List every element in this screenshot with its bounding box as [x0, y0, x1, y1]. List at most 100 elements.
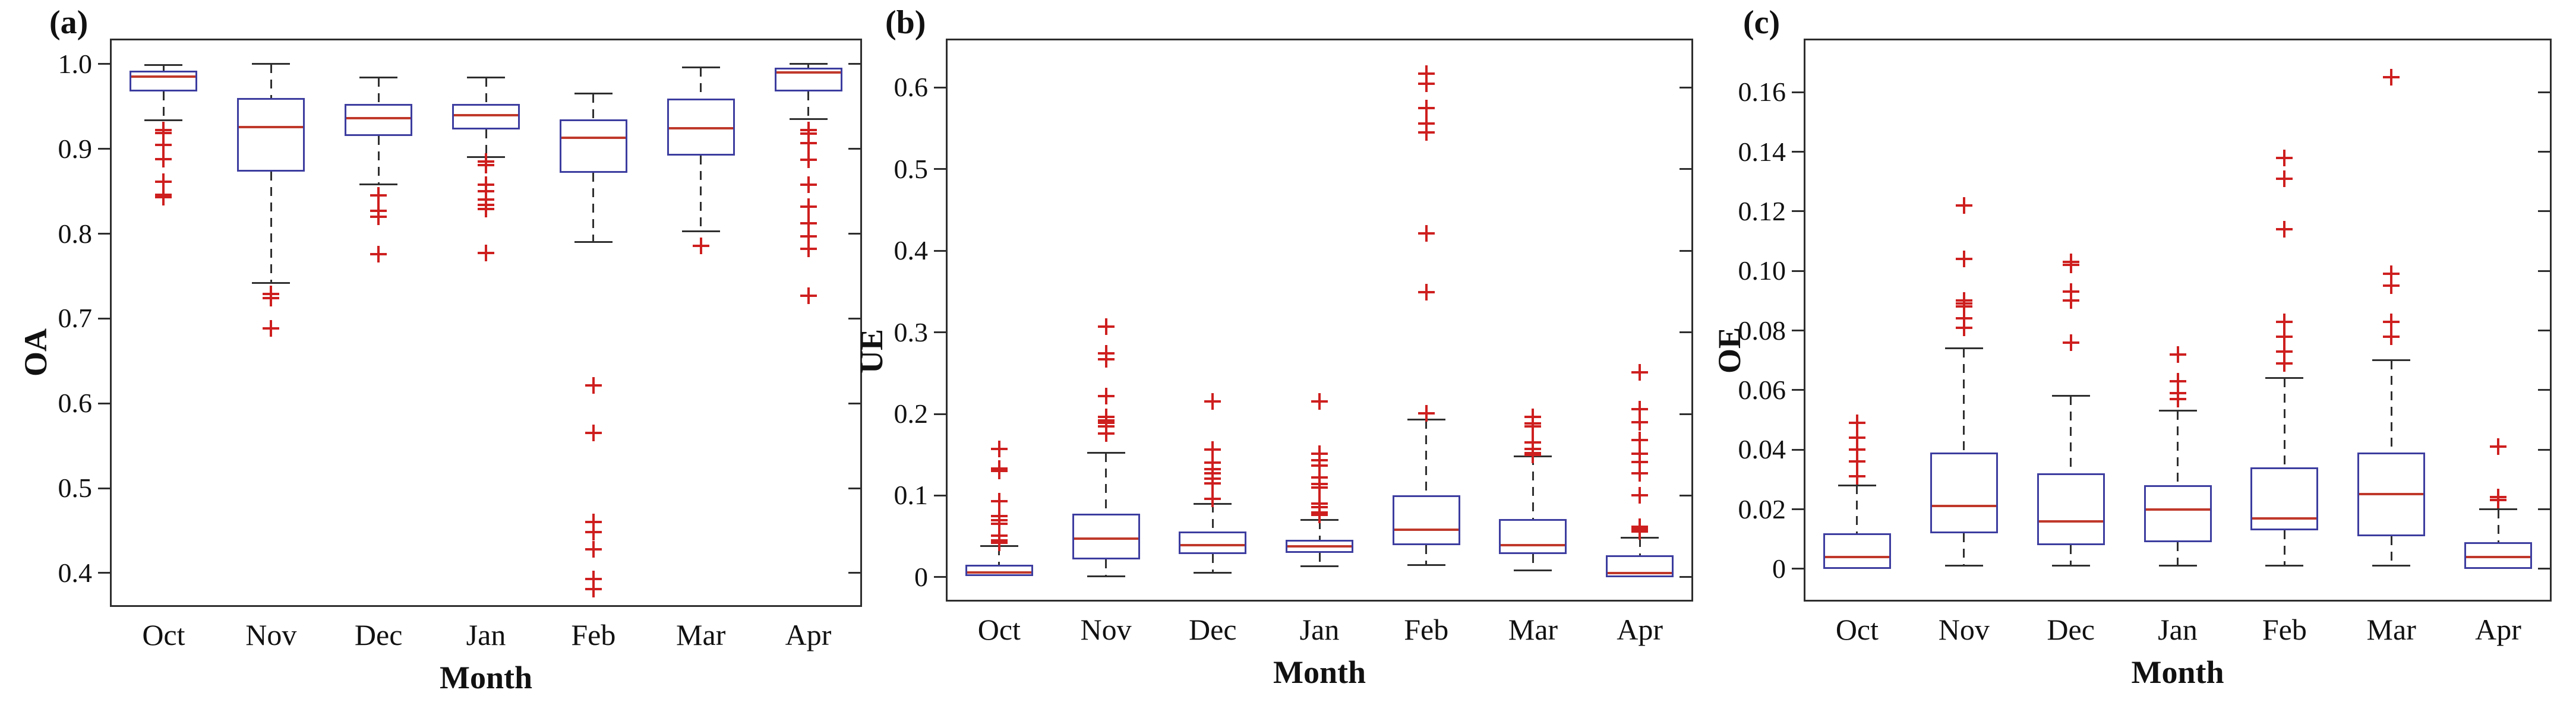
outlier-marker: [1848, 453, 1865, 470]
outlier-marker: [1524, 417, 1542, 435]
y-tick-mark: [934, 249, 946, 252]
outlier-marker: [1097, 417, 1115, 435]
y-axis-label: UE: [854, 328, 889, 374]
outlier-marker: [990, 511, 1008, 529]
outlier-marker: [2169, 346, 2186, 363]
outlier-marker: [155, 189, 172, 206]
whisker-cap-lower: [467, 156, 505, 159]
outlier-marker: [1204, 441, 1221, 458]
y-tick-mark-mirror: [1680, 331, 1691, 334]
y-tick-label: 0.04: [1738, 434, 1786, 465]
outlier-marker: [1631, 487, 1649, 504]
x-tick-label: Nov: [1938, 613, 1990, 646]
outlier-marker: [800, 122, 817, 139]
y-tick-mark-mirror: [1680, 249, 1691, 252]
whisker-lower: [2390, 536, 2392, 566]
outlier-marker: [1311, 495, 1328, 512]
whisker-upper: [2497, 509, 2499, 542]
x-tick-label: Oct: [142, 618, 185, 651]
x-tick-label: Jan: [466, 618, 506, 651]
outlier-marker: [155, 173, 172, 191]
y-tick-mark-mirror: [2538, 210, 2550, 213]
whisker-cap-upper: [574, 93, 613, 95]
x-axis-label: Month: [1273, 654, 1366, 690]
median-line: [1394, 529, 1459, 531]
median-line: [239, 125, 304, 128]
whisker-cap-lower: [2372, 565, 2411, 567]
panel-tag: (a): [49, 4, 89, 41]
outlier-marker: [370, 245, 387, 262]
x-tick-label: Dec: [2047, 613, 2095, 646]
y-tick-mark-mirror: [2538, 330, 2550, 332]
whisker-cap-upper: [681, 67, 720, 69]
outlier-marker: [155, 136, 172, 153]
x-tick-label: Feb: [571, 618, 616, 651]
outlier-marker: [1311, 479, 1328, 496]
outlier-marker: [1631, 465, 1649, 482]
outlier-marker: [800, 241, 817, 258]
y-tick-mark: [98, 148, 110, 150]
y-tick-mark-mirror: [1680, 168, 1691, 170]
box-nov: [1930, 453, 1998, 533]
outlier-marker: [1631, 431, 1649, 448]
box-feb: [2250, 467, 2319, 530]
outlier-marker: [1524, 415, 1542, 432]
outlier-marker: [1097, 387, 1115, 404]
outlier-marker: [1311, 457, 1328, 474]
y-tick-mark-mirror: [2538, 91, 2550, 93]
outlier-marker: [1418, 99, 1435, 116]
outlier-marker: [2169, 372, 2186, 390]
box-nov: [237, 97, 305, 172]
x-tick-label: Apr: [1617, 613, 1663, 646]
whisker-cap-lower: [1944, 565, 1983, 567]
median-line: [346, 117, 411, 120]
whisker-lower: [1211, 554, 1214, 573]
box-jan: [2143, 485, 2212, 542]
outlier-marker: [370, 187, 387, 204]
box-apr: [1606, 555, 1674, 577]
outlier-marker: [1418, 404, 1435, 422]
whisker-upper: [2283, 378, 2285, 468]
y-tick-mark: [98, 487, 110, 489]
outlier-marker: [585, 581, 602, 597]
outlier-marker: [1955, 310, 1972, 327]
y-tick-label: 0.6: [58, 388, 93, 419]
outlier-marker: [1524, 434, 1542, 451]
outlier-marker: [800, 215, 817, 232]
outlier-marker: [1418, 65, 1435, 83]
outlier-marker: [585, 425, 602, 442]
outlier-marker: [1311, 445, 1328, 463]
median-line: [668, 127, 733, 130]
whisker-upper: [998, 546, 1000, 565]
y-tick-mark: [934, 494, 946, 496]
outlier-marker: [155, 122, 172, 139]
outlier-marker: [800, 198, 817, 215]
y-tick-label: 0.12: [1738, 195, 1786, 226]
whisker-cap-lower: [1300, 565, 1338, 568]
whisker-cap-upper: [1194, 502, 1232, 505]
outlier-marker: [478, 245, 494, 262]
outlier-marker: [1631, 400, 1649, 417]
whisker-cap-upper: [2372, 359, 2411, 362]
outlier-marker: [370, 208, 387, 225]
outlier-marker: [2062, 292, 2079, 309]
y-tick-mark-mirror: [1680, 86, 1691, 88]
whisker-cap-upper: [2265, 377, 2304, 379]
median-line: [1074, 537, 1138, 540]
whisker-upper: [592, 93, 595, 119]
outlier-marker: [1097, 412, 1115, 429]
whisker-lower: [485, 129, 487, 157]
whisker-lower: [700, 156, 702, 232]
whisker-cap-upper: [1944, 347, 1983, 350]
outlier-marker: [2169, 384, 2186, 401]
median-line: [454, 113, 518, 116]
outlier-marker: [1311, 476, 1328, 493]
outlier-marker: [2062, 283, 2079, 300]
median-line: [1180, 544, 1245, 547]
outlier-marker: [990, 493, 1008, 510]
whisker-cap-lower: [1194, 572, 1232, 574]
y-tick-label: 0: [914, 561, 928, 592]
box-mar: [1499, 519, 1567, 555]
outlier-marker: [1631, 413, 1649, 431]
median-line: [2466, 555, 2531, 558]
